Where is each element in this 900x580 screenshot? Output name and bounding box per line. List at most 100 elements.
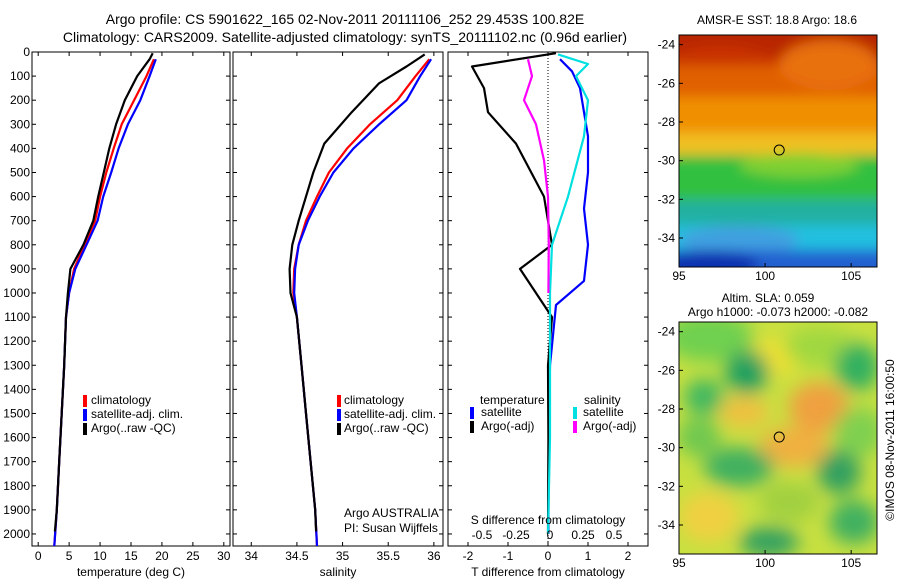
map-y-tick-label: -30 (658, 441, 676, 455)
map-x-tick-label: 100 (755, 269, 775, 283)
s-tick-label: 0.25 (571, 528, 595, 542)
sla-patch (759, 427, 829, 467)
sla-patch (834, 407, 877, 457)
depth-tick-label: 1400 (3, 382, 30, 396)
depth-tick-label: 1300 (3, 358, 30, 372)
legend-label-climatology: climatology (91, 393, 151, 407)
map-y-tick-label: -34 (658, 231, 676, 245)
s-tick-label: 0.5 (606, 528, 623, 542)
sla-patch (789, 382, 849, 432)
sst-argo-location-marker (773, 144, 785, 156)
depth-tick-label: 400 (10, 141, 30, 155)
depth-tick-label: 1000 (3, 286, 30, 300)
sla-map-title-line1: Altim. SLA: 0.059 (722, 291, 815, 305)
depth-tick-label: 700 (10, 214, 30, 228)
s-difference-label: S difference from climatology (471, 513, 626, 527)
x-tick-label: 1 (585, 549, 592, 563)
difference-depth-ticks (448, 51, 648, 535)
map-y-tick-label: -28 (658, 402, 676, 416)
depth-tick-label: 500 (10, 165, 30, 179)
sla-map-frame (678, 321, 878, 555)
sst-band-orange (679, 97, 877, 137)
sst-patch-lightblue (679, 226, 799, 254)
sst-map-panel: AMSR-E SST: 18.8 Argo: 18.6 95 100 105- (658, 13, 878, 283)
series-line-argo-raw-qc (288, 53, 426, 532)
sst-field (679, 35, 877, 267)
sla-map-panel: Altim. SLA: 0.059 Argo h1000: -0.073 h20… (658, 291, 878, 570)
salinity-lines (288, 53, 433, 546)
difference-legend: temperature satellite Argo(-adj) salinit… (470, 393, 636, 433)
sla-patch (725, 350, 769, 394)
x-tick-label: 0 (545, 549, 552, 563)
sla-patch (739, 527, 799, 554)
t-difference-x-label: T difference from climatology (471, 565, 625, 579)
depth-tick-label: 900 (10, 262, 30, 276)
sst-heatmap (679, 35, 877, 267)
x-tick-label: 10 (93, 549, 107, 563)
map-y-tick-label: -30 (658, 154, 676, 168)
salinity-depth-ticks (233, 51, 443, 535)
x-tick-label: 34.5 (285, 549, 309, 563)
s-tick-label: -0.25 (502, 528, 530, 542)
sla-patch (679, 322, 754, 362)
salinity-axes-frame (232, 51, 444, 547)
header-title-line1: Argo profile: CS 5901622_165 02-Nov-2011… (106, 11, 584, 27)
sla-patch (719, 397, 769, 427)
map-x-tick-label: 100 (755, 556, 775, 570)
sla-patch (829, 500, 877, 544)
legend-title-salinity: salinity (584, 393, 621, 407)
x-tick-label: 15 (124, 549, 138, 563)
map-y-tick-label: -32 (658, 479, 676, 493)
sla-patch (784, 327, 854, 367)
temperature-panel: 0100200300400500600700800900100011001200… (3, 45, 231, 579)
map-y-tick-label: -32 (658, 192, 676, 206)
legend-label-argo: Argo(..raw -QC) (344, 421, 429, 435)
depth-tick-label: 0 (23, 45, 30, 59)
map-y-tick-label: -28 (658, 115, 676, 129)
sst-map-frame (678, 34, 878, 268)
difference-x-ticks: -2 -1 0 1 2 (463, 52, 632, 563)
map-x-tick-label: 95 (672, 556, 686, 570)
legend-label-t-satellite: satellite (481, 405, 522, 419)
temperature-legend: climatology satellite-adj. clim. Argo(..… (83, 393, 183, 435)
map-x-tick-label: 95 (672, 269, 686, 283)
difference-lines (470, 52, 590, 535)
sla-patch (835, 343, 877, 391)
legend-swatch-climatology (83, 395, 87, 407)
x-tick-label: 30 (217, 549, 231, 563)
argo-pi-label: PI: Susan Wijffels (344, 521, 438, 535)
salinity-panel: 34 34.5 35 35.5 36 climatology satellite-adj… (232, 51, 444, 579)
map-y-tick-label: -24 (658, 325, 676, 339)
legend-swatch-argo (83, 423, 87, 435)
legend-swatch-argo (337, 423, 341, 435)
x-tick-label: 2 (625, 549, 632, 563)
depth-tick-label: 1100 (4, 310, 30, 324)
depth-tick-label: 1600 (3, 431, 30, 445)
argo-program-label: Argo AUSTRALIA (344, 506, 439, 520)
legend-label-satellite: satellite-adj. clim. (91, 407, 183, 421)
x-tick-label: 5 (66, 549, 73, 563)
depth-tick-label: 1500 (3, 406, 30, 420)
sla-patch (679, 417, 721, 457)
sst-patch-orange (779, 40, 877, 90)
s-tick-label: 0 (547, 528, 554, 542)
legend-swatch-satellite (83, 409, 87, 421)
legend-label-satellite: satellite-adj. clim. (344, 407, 436, 421)
map-y-tick-label: -34 (658, 518, 676, 532)
x-tick-label: 34 (245, 549, 259, 563)
salinity-x-ticks: 34 34.5 35 35.5 36 (245, 52, 441, 563)
sst-patch-yellowgreen (739, 153, 859, 177)
series-line-s-satellite (546, 53, 590, 535)
temperature-x-ticks: 0 5 10 15 20 25 30 (35, 52, 231, 563)
legend-swatch-s-satellite (573, 407, 577, 419)
x-tick-label: 20 (155, 549, 169, 563)
legend-label-s-satellite: satellite (583, 405, 624, 419)
temperature-x-label: temperature (deg C) (77, 565, 185, 579)
sla-patch (759, 482, 819, 522)
map-y-tick-label: -24 (658, 38, 676, 52)
x-tick-label: -1 (503, 549, 514, 563)
legend-label-argo: Argo(..raw -QC) (91, 421, 176, 435)
sla-map-title-line2: Argo h1000: -0.073 h2000: -0.082 (688, 305, 868, 319)
map-x-tick-label: 105 (841, 556, 861, 570)
sla-patch (817, 450, 861, 494)
